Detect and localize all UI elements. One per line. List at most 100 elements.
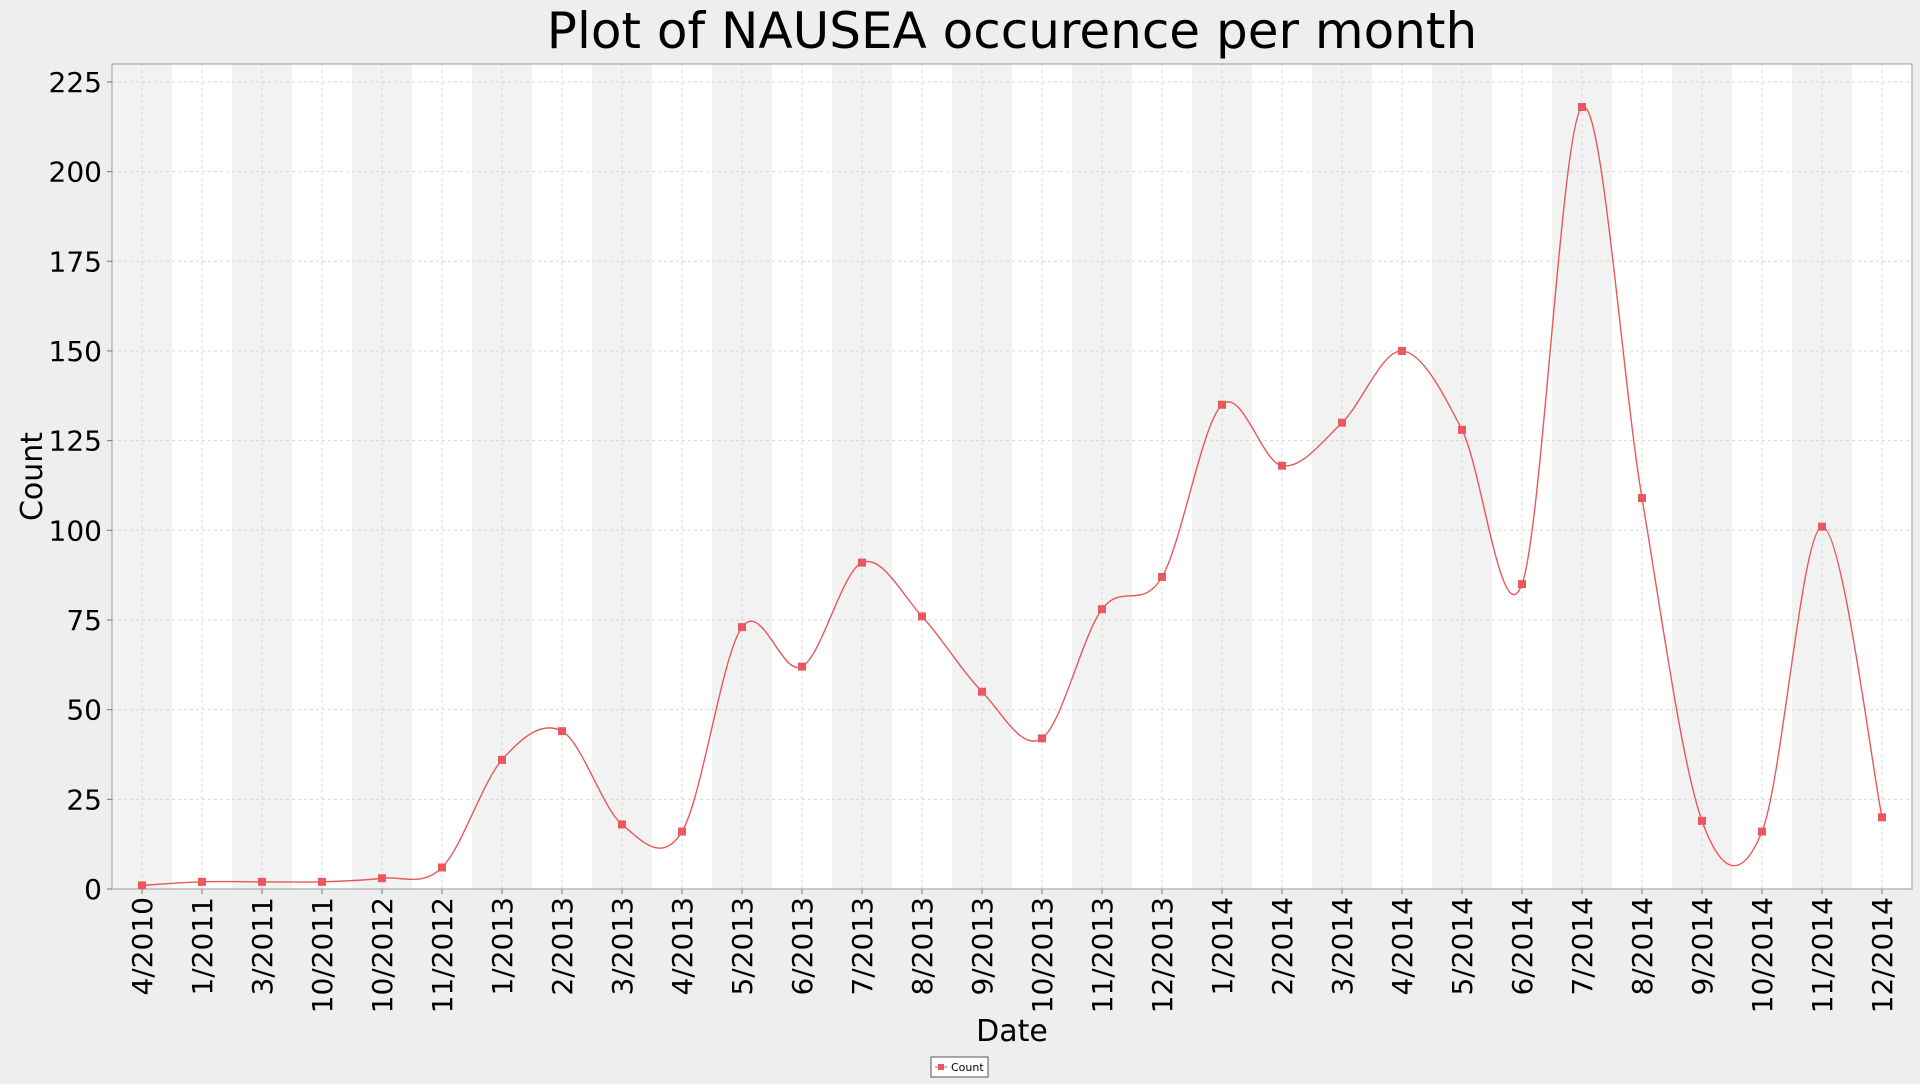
y-axis-label: Count	[15, 432, 50, 521]
chart-title: Plot of NAUSEA occurence per month	[547, 2, 1477, 60]
x-tick-label: 10/2011	[306, 897, 339, 1013]
category-band	[1132, 64, 1193, 889]
data-point	[1038, 734, 1046, 743]
x-tick-label: 12/2013	[1146, 897, 1179, 1013]
data-point	[1458, 425, 1466, 434]
category-band	[1672, 64, 1733, 889]
data-point	[558, 727, 566, 736]
data-point	[138, 881, 146, 890]
x-tick-label: 1/2011	[186, 897, 219, 996]
x-tick-label: 3/2013	[606, 897, 639, 996]
category-band	[412, 64, 473, 889]
data-point	[1278, 461, 1286, 470]
data-point	[258, 877, 266, 886]
category-band	[1432, 64, 1493, 889]
category-band	[712, 64, 773, 889]
x-tick-label: 10/2013	[1026, 897, 1059, 1013]
category-band	[1612, 64, 1673, 889]
y-tick-label: 225	[49, 66, 102, 99]
legend: Count	[930, 1056, 989, 1078]
x-tick-label: 8/2014	[1626, 897, 1659, 996]
category-band	[652, 64, 713, 889]
data-point	[1218, 400, 1226, 409]
data-point	[438, 863, 446, 872]
data-point	[198, 877, 206, 886]
y-tick-label: 0	[84, 873, 102, 906]
x-tick-label: 8/2013	[906, 897, 939, 996]
legend-marker	[938, 1064, 944, 1070]
x-tick-label: 12/2014	[1866, 897, 1899, 1013]
data-point	[498, 755, 506, 764]
x-tick-label: 5/2013	[726, 897, 759, 996]
category-band	[952, 64, 1013, 889]
category-band	[892, 64, 953, 889]
x-tick-label: 3/2011	[246, 897, 279, 996]
data-point	[1698, 816, 1706, 825]
y-tick-label: 50	[66, 694, 102, 727]
x-axis-label: Date	[976, 1014, 1048, 1049]
category-band	[1252, 64, 1313, 889]
series-count	[138, 103, 1886, 890]
legend-label: Count	[951, 1061, 984, 1074]
category-band	[232, 64, 293, 889]
category-band	[532, 64, 593, 889]
data-point	[858, 558, 866, 567]
x-tick-label: 11/2014	[1806, 897, 1839, 1013]
data-point	[978, 687, 986, 696]
x-tick-label: 1/2014	[1206, 897, 1239, 996]
x-tick-label: 4/2013	[666, 897, 699, 996]
grid-lines	[112, 64, 1912, 890]
x-tick-label: 6/2014	[1506, 897, 1539, 996]
category-band	[1312, 64, 1373, 889]
data-point	[1878, 813, 1886, 822]
data-point	[1398, 346, 1406, 355]
x-tick-label: 9/2013	[966, 897, 999, 996]
category-band	[1372, 64, 1433, 889]
data-point	[1638, 494, 1646, 503]
data-point	[378, 874, 386, 883]
y-tick-label: 200	[49, 156, 102, 189]
data-point	[678, 827, 686, 836]
plot-area-border	[111, 63, 1913, 890]
x-tick-label: 1/2013	[486, 897, 519, 996]
category-band	[472, 64, 533, 889]
category-band	[592, 64, 653, 889]
data-point	[1758, 827, 1766, 836]
category-band	[1852, 64, 1913, 889]
category-band	[1492, 64, 1553, 889]
y-tick-label: 150	[49, 335, 102, 368]
legend-box	[930, 1056, 989, 1078]
y-axis-ticks: 0 25 50 75 100 125 150 175 200 225	[49, 66, 112, 906]
x-tick-label: 7/2014	[1566, 897, 1599, 996]
category-band	[1792, 64, 1853, 889]
data-point	[798, 662, 806, 671]
category-band	[832, 64, 893, 889]
category-band	[772, 64, 833, 889]
x-tick-label: 10/2012	[366, 897, 399, 1013]
y-tick-label: 100	[49, 514, 102, 547]
x-tick-label: 4/2010	[126, 897, 159, 996]
data-point	[1578, 103, 1586, 112]
category-band	[1012, 64, 1073, 889]
category-band	[1192, 64, 1253, 889]
x-tick-label: 2/2014	[1266, 897, 1299, 996]
category-band	[1552, 64, 1613, 889]
category-band	[1072, 64, 1133, 889]
data-point	[918, 612, 926, 621]
data-point	[738, 623, 746, 632]
category-band	[1732, 64, 1793, 889]
category-band	[112, 64, 173, 889]
x-tick-label: 6/2013	[786, 897, 819, 996]
x-tick-label: 5/2014	[1446, 897, 1479, 996]
data-point	[618, 820, 626, 829]
category-band	[352, 64, 413, 889]
data-point	[1098, 605, 1106, 614]
data-point	[318, 877, 326, 886]
y-tick-label: 25	[66, 783, 102, 816]
data-point	[1158, 572, 1166, 581]
y-tick-label: 75	[66, 604, 102, 637]
category-band	[172, 64, 233, 889]
alternating-bands	[112, 64, 1913, 889]
